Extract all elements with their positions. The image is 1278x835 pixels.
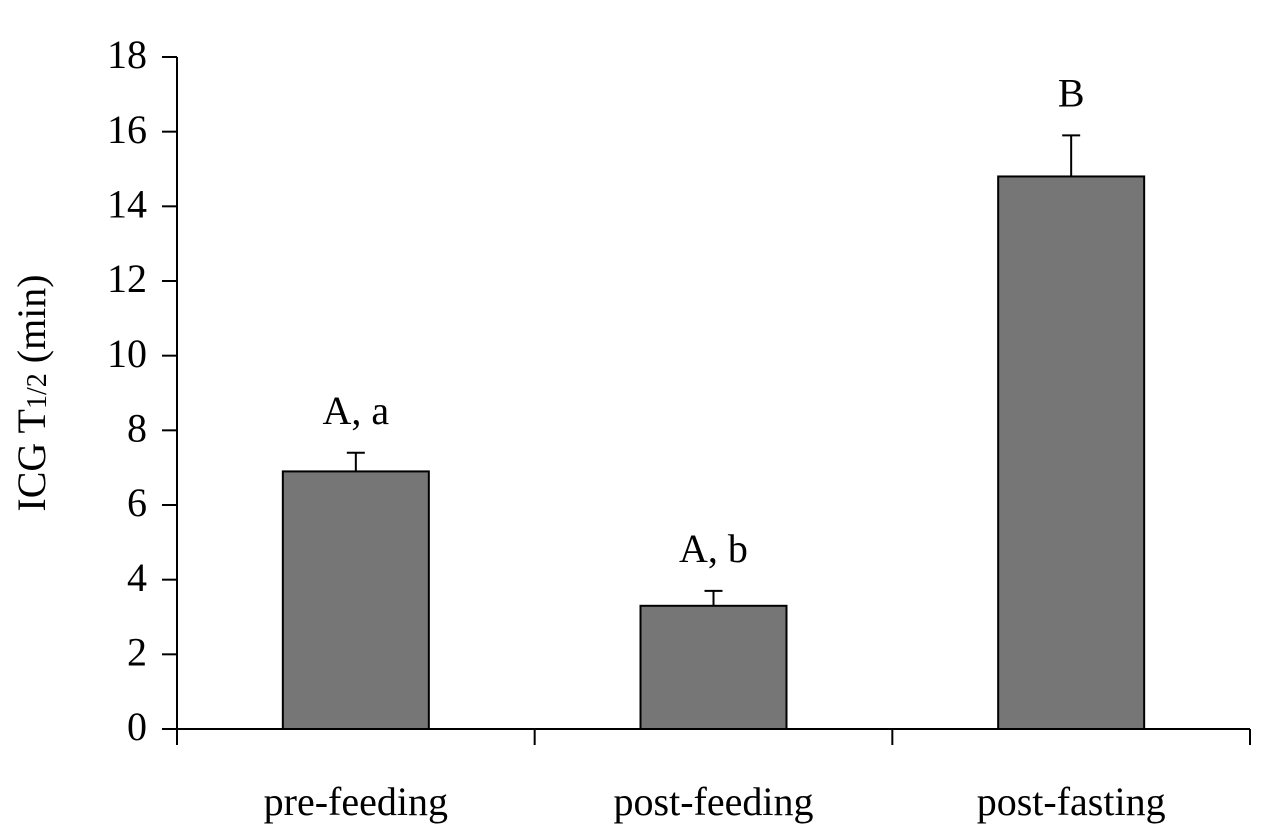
y-tick-label: 16 xyxy=(107,107,147,152)
y-axis-label: ICG T1/2 (min) xyxy=(9,274,54,511)
bar xyxy=(997,175,1146,730)
bar xyxy=(639,604,788,730)
annotation: A, a xyxy=(323,388,390,433)
y-tick-label: 2 xyxy=(127,630,147,675)
bar xyxy=(281,470,430,730)
annotation: A, b xyxy=(679,526,748,571)
x-tick-label: post-fasting xyxy=(977,779,1166,824)
y-label-main: ICG T xyxy=(9,409,54,512)
x-tick-label: post-feeding xyxy=(614,779,814,824)
annotation: B xyxy=(1058,71,1085,116)
y-tick-label: 0 xyxy=(127,704,147,749)
y-label-unit: (min) xyxy=(9,274,54,363)
y-tick-label: 6 xyxy=(127,480,147,525)
x-tick-label: pre-feeding xyxy=(264,779,448,824)
y-tick-label: 14 xyxy=(107,182,147,227)
y-tick-label: 12 xyxy=(107,256,147,301)
y-tick-label: 8 xyxy=(127,406,147,451)
y-tick-label: 4 xyxy=(127,555,147,600)
y-tick-label: 10 xyxy=(107,331,147,376)
y-tick-label: 18 xyxy=(107,32,147,77)
y-label-subscript: 1/2 xyxy=(22,373,53,409)
